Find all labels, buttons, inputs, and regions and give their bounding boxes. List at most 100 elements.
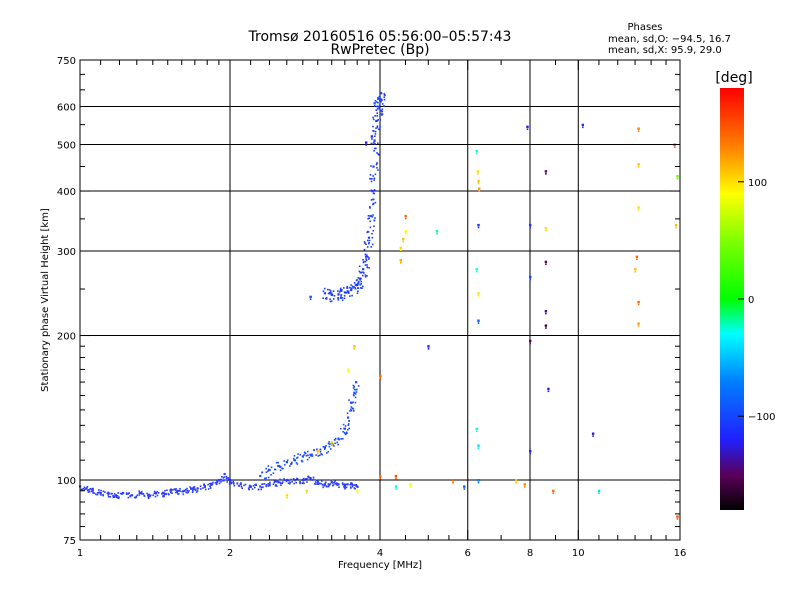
data-point xyxy=(395,477,397,480)
trace-point xyxy=(373,150,375,152)
trace-point xyxy=(90,488,93,490)
trace-point xyxy=(162,491,165,495)
trace-point xyxy=(275,484,277,486)
trace-point xyxy=(330,448,332,450)
trace-point xyxy=(327,483,330,485)
trace-point xyxy=(112,496,115,499)
trace-point xyxy=(328,484,330,487)
trace-point xyxy=(196,487,199,490)
scatter-points xyxy=(285,102,679,520)
trace-point xyxy=(367,256,369,258)
trace-point xyxy=(174,489,177,491)
trace-point xyxy=(383,96,385,99)
x-tick-label: 2 xyxy=(227,548,233,559)
trace-point xyxy=(329,291,331,294)
trace-point xyxy=(243,484,245,487)
trace-point xyxy=(380,92,383,95)
colorbar-label: [deg] xyxy=(715,70,752,86)
trace-point xyxy=(381,103,384,105)
trace-point xyxy=(215,481,218,484)
trace-point xyxy=(324,297,327,300)
trace-point xyxy=(362,268,365,271)
data-point xyxy=(402,240,405,243)
trace-point xyxy=(370,142,373,145)
phase-stats-o-line: mean, sd,O: −94.5, 16.7 xyxy=(608,34,731,45)
trace-point xyxy=(364,253,367,256)
trace-point xyxy=(301,460,303,462)
data-point xyxy=(305,489,308,493)
trace-point xyxy=(93,492,96,494)
trace-point xyxy=(285,461,288,464)
data-point xyxy=(637,206,640,209)
trace-point xyxy=(322,290,325,292)
data-point xyxy=(676,175,679,178)
trace-point xyxy=(371,232,373,235)
trace-point xyxy=(292,457,295,460)
trace-point xyxy=(261,483,264,485)
trace-point xyxy=(370,199,373,201)
trace-point xyxy=(340,438,342,440)
data-point xyxy=(676,518,679,520)
y-tick-label: 75 xyxy=(63,536,76,547)
data-point xyxy=(552,489,555,493)
trace-point xyxy=(376,105,378,108)
trace-point xyxy=(163,493,166,496)
trace-point xyxy=(347,423,350,425)
trace-point xyxy=(286,459,289,462)
trace-point xyxy=(373,139,376,142)
trace-point xyxy=(354,393,357,395)
trace-point xyxy=(269,484,271,487)
data-point xyxy=(427,345,430,348)
trace-point xyxy=(135,496,137,498)
trace-point xyxy=(369,220,371,223)
data-point xyxy=(285,494,289,497)
trace-point xyxy=(259,474,262,478)
trace-point xyxy=(330,290,332,292)
trace-point xyxy=(171,492,173,494)
trace-point xyxy=(341,297,344,299)
trace-point xyxy=(371,236,374,239)
data-point xyxy=(526,128,529,130)
trace-point xyxy=(92,487,94,490)
trace-point xyxy=(374,201,377,204)
data-point xyxy=(477,182,480,185)
trace-point xyxy=(186,489,189,492)
data-point xyxy=(404,217,407,220)
trace-point xyxy=(221,479,224,482)
data-point xyxy=(404,214,407,218)
trace-point xyxy=(343,287,345,289)
trace-point xyxy=(326,452,328,454)
trace-point xyxy=(330,292,333,294)
trace-point xyxy=(375,127,377,129)
trace-point xyxy=(365,243,367,245)
trace-point xyxy=(353,394,355,397)
trace-point xyxy=(321,453,323,456)
trace-point xyxy=(322,446,325,448)
data-point xyxy=(515,481,517,484)
trace-point xyxy=(173,488,176,490)
trace-point xyxy=(330,481,333,484)
trace-point xyxy=(359,283,361,286)
trace-point xyxy=(248,488,250,491)
trace-point xyxy=(356,283,359,287)
data-point xyxy=(545,173,547,175)
trace-point xyxy=(89,487,92,490)
trace-point xyxy=(274,468,276,471)
data-point xyxy=(331,443,333,446)
data-point xyxy=(477,179,480,183)
data-point xyxy=(547,387,550,391)
trace-point xyxy=(340,297,342,299)
data-point xyxy=(477,479,480,482)
trace-point xyxy=(307,475,310,478)
trace-point xyxy=(314,481,317,483)
data-point xyxy=(463,488,466,490)
trace-point xyxy=(380,114,383,116)
trace-point xyxy=(354,287,357,290)
trace-point xyxy=(261,486,263,489)
trace-point xyxy=(315,483,317,485)
data-point xyxy=(529,226,531,229)
trace-point xyxy=(378,108,381,110)
trace-point xyxy=(367,236,371,239)
trace-point xyxy=(377,98,379,101)
trace-point xyxy=(301,479,304,482)
